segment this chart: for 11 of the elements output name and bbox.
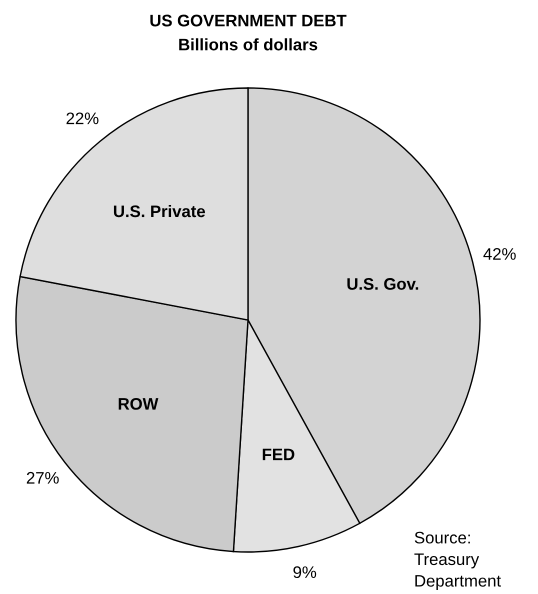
data-label: 9% (293, 566, 316, 578)
data-label: 22% (66, 112, 98, 124)
slice-label: U.S. Gov. (347, 278, 418, 290)
chart-subtitle: Billions of dollars (179, 38, 318, 50)
chart-title: US GOVERNMENT DEBT (150, 14, 346, 26)
source-note: Source: Treasury Department (414, 532, 501, 590)
data-label: 27% (26, 472, 59, 484)
data-label: 42% (483, 248, 516, 260)
slice-label: U.S. Private (114, 204, 206, 218)
slice-label: ROW (118, 398, 158, 410)
slice-label: FED (262, 448, 294, 460)
